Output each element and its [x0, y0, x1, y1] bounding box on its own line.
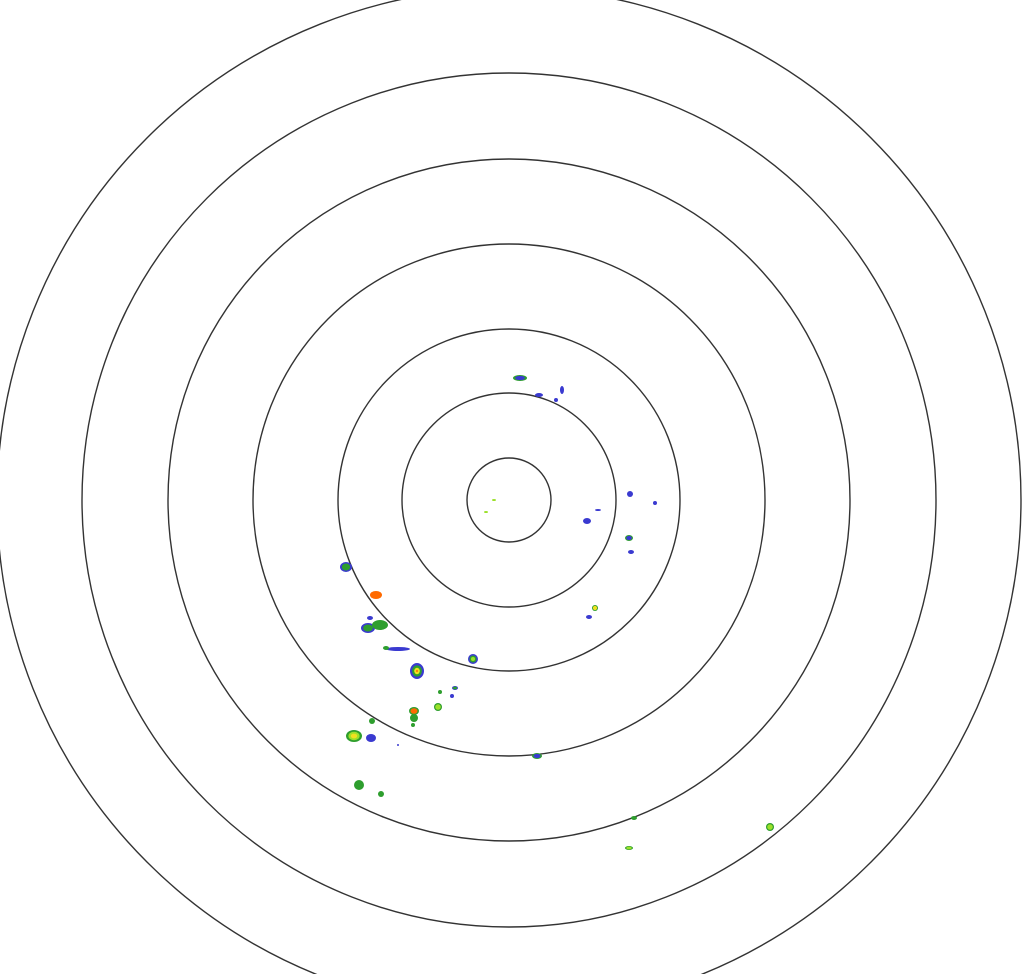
- echo-cell: [397, 744, 399, 746]
- echo-cell: [409, 707, 419, 715]
- echo-weak: [583, 518, 591, 524]
- echo-weak: [586, 615, 592, 619]
- echo-weak: [515, 375, 525, 381]
- echo-cell: [535, 393, 543, 397]
- echo-light: [363, 624, 373, 632]
- echo-cell: [340, 562, 352, 572]
- echo-cell: [366, 734, 376, 742]
- echo-cell: [625, 846, 633, 850]
- echo-cell: [492, 499, 496, 501]
- echo-cell: [631, 816, 637, 820]
- echo-weak: [450, 694, 454, 698]
- echo-light: [369, 718, 375, 724]
- precipitation-echoes: [340, 375, 774, 850]
- range-ring-1: [466, 457, 552, 543]
- echo-intense: [410, 708, 418, 714]
- echo-cell: [369, 718, 375, 724]
- echo-cell: [410, 663, 424, 679]
- echo-cell: [532, 753, 542, 759]
- echo-moderate: [435, 704, 441, 710]
- echo-weak: [367, 616, 373, 620]
- echo-cell: [450, 694, 454, 698]
- echo-intense: [370, 591, 382, 599]
- echo-cell: [468, 654, 478, 664]
- echo-cell: [484, 511, 488, 513]
- echo-intense: [416, 670, 418, 672]
- echo-cell: [592, 605, 598, 611]
- echo-cell: [346, 730, 362, 742]
- echo-moderate: [767, 824, 773, 830]
- echo-cell: [383, 646, 389, 650]
- echo-light: [452, 686, 458, 690]
- echo-cell: [354, 780, 364, 790]
- echo-weak: [560, 386, 564, 394]
- echo-cell: [586, 615, 592, 619]
- echo-weak: [397, 744, 399, 746]
- echo-cell: [378, 791, 384, 797]
- echo-moderate: [626, 846, 632, 850]
- echo-heavy: [592, 605, 598, 611]
- echo-weak: [653, 501, 657, 505]
- echo-light: [354, 780, 364, 790]
- echo-moderate: [492, 499, 496, 501]
- range-ring-5: [167, 158, 851, 842]
- echo-light: [383, 646, 389, 650]
- echo-cell: [554, 398, 558, 402]
- echo-weak: [554, 398, 558, 402]
- echo-cell: [411, 723, 415, 727]
- echo-cell: [410, 714, 418, 722]
- range-ring-6: [81, 72, 937, 928]
- echo-weak: [533, 753, 541, 759]
- range-ring-3: [337, 328, 681, 672]
- range-ring-2: [401, 392, 617, 608]
- echo-cell: [627, 491, 633, 497]
- echo-cell: [434, 703, 442, 711]
- echo-cell: [452, 686, 458, 690]
- echo-light: [438, 690, 442, 694]
- echo-cell: [370, 591, 382, 599]
- echo-moderate: [471, 657, 475, 661]
- echo-weak: [366, 734, 376, 742]
- echo-cell: [653, 501, 657, 505]
- echo-moderate: [484, 511, 488, 513]
- echo-weak: [535, 393, 543, 397]
- echo-cell: [583, 518, 591, 524]
- echo-heavy: [350, 733, 358, 739]
- echo-cell: [513, 375, 527, 381]
- echo-cell: [766, 823, 774, 831]
- echo-cell: [625, 535, 633, 541]
- echo-cell: [595, 509, 601, 511]
- range-ring-4: [252, 243, 766, 757]
- echo-light: [410, 714, 418, 722]
- echo-weak: [627, 491, 633, 497]
- echo-light: [378, 791, 384, 797]
- echo-weak: [626, 535, 632, 541]
- echo-cell: [438, 690, 442, 694]
- echo-light: [372, 620, 388, 630]
- echo-cell: [386, 647, 410, 651]
- echo-light: [631, 816, 637, 820]
- echo-cell: [628, 550, 634, 554]
- echo-cell: [367, 616, 373, 620]
- echo-light: [341, 563, 351, 571]
- echo-weak: [628, 550, 634, 554]
- echo-cell: [560, 386, 564, 394]
- echo-cell: [372, 620, 388, 630]
- echo-weak: [386, 647, 410, 651]
- echo-cell: [361, 623, 375, 633]
- echo-weak: [595, 509, 601, 511]
- echo-light: [411, 723, 415, 727]
